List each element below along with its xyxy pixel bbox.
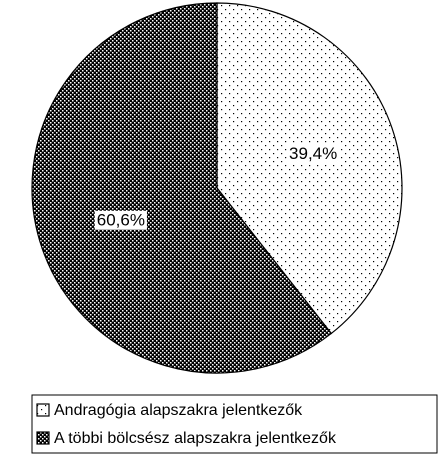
data-label: 39,4% [289,144,337,163]
data-label: 60,6% [97,211,145,230]
pie-slice [31,2,333,374]
legend-swatch [36,403,50,417]
legend-label: Andragógia alapszakra jelentkezők [54,402,303,419]
data-label-bg [94,210,147,230]
legend-box [31,394,438,454]
pie-slice [216,2,403,335]
data-label-bg [287,144,340,164]
legend-label: A többi bölcsész alapszakra jelentkezők [54,430,337,447]
legend-swatch [36,431,50,445]
